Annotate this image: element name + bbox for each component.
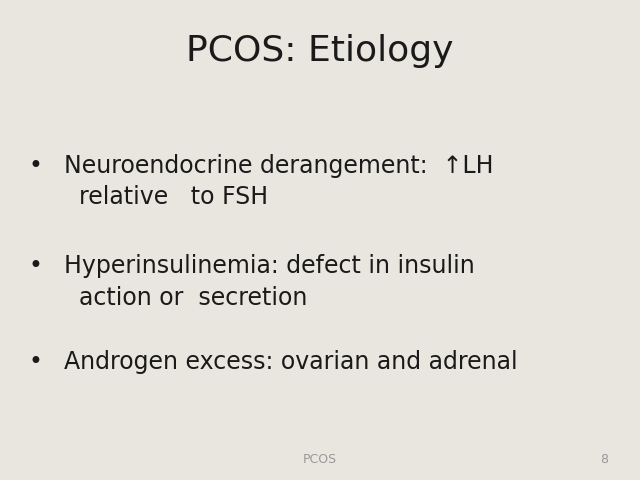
Text: Androgen excess: ovarian and adrenal: Androgen excess: ovarian and adrenal: [64, 350, 518, 374]
Text: 8: 8: [600, 453, 608, 466]
Text: •: •: [28, 350, 42, 374]
Text: PCOS: Etiology: PCOS: Etiology: [186, 34, 454, 68]
Text: Neuroendocrine derangement:  ↑LH
  relative   to FSH: Neuroendocrine derangement: ↑LH relative…: [64, 154, 493, 209]
Text: Hyperinsulinemia: defect in insulin
  action or  secretion: Hyperinsulinemia: defect in insulin acti…: [64, 254, 475, 310]
Text: PCOS: PCOS: [303, 453, 337, 466]
Text: •: •: [28, 254, 42, 278]
Text: •: •: [28, 154, 42, 178]
